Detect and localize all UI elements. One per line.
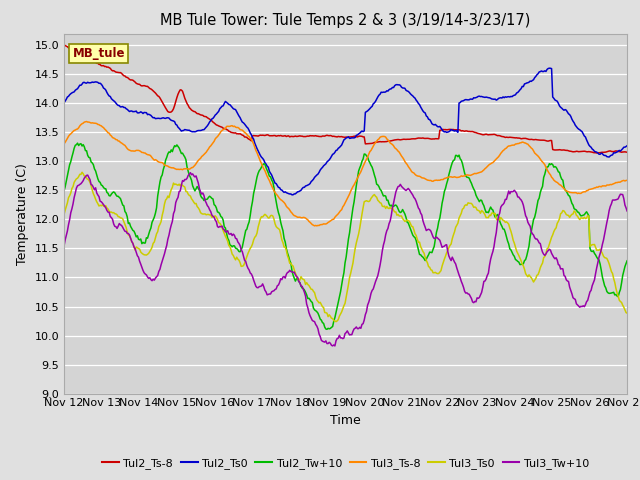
Y-axis label: Temperature (C): Temperature (C)	[16, 163, 29, 264]
Legend: Tul2_Ts-8, Tul2_Ts0, Tul2_Tw+10, Tul3_Ts-8, Tul3_Ts0, Tul3_Tw+10: Tul2_Ts-8, Tul2_Ts0, Tul2_Tw+10, Tul3_Ts…	[98, 453, 593, 473]
X-axis label: Time: Time	[330, 414, 361, 427]
Title: MB Tule Tower: Tule Temps 2 & 3 (3/19/14-3/23/17): MB Tule Tower: Tule Temps 2 & 3 (3/19/14…	[161, 13, 531, 28]
Text: MB_tule: MB_tule	[72, 47, 125, 60]
